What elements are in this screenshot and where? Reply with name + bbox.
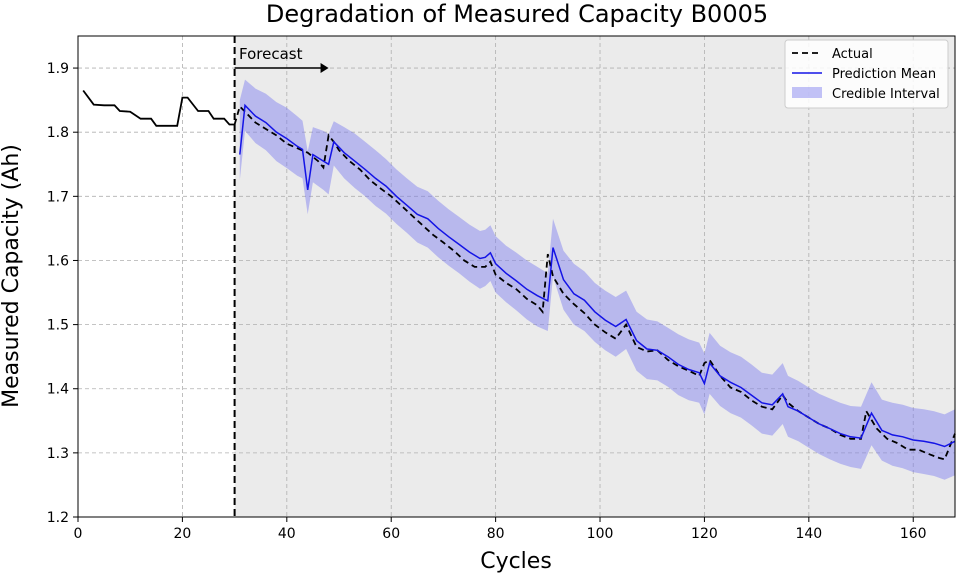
forecast-arrow <box>234 63 329 73</box>
forecast-arrow-head <box>320 63 329 73</box>
legend-actual-label: Actual <box>832 47 873 62</box>
x-tick-label: 100 <box>587 526 614 542</box>
y-tick-label: 1.9 <box>47 61 69 77</box>
prediction-mean-series <box>239 103 956 448</box>
legend-interval-swatch <box>792 87 822 98</box>
forecast-region <box>234 36 955 517</box>
x-tick-label: 140 <box>795 526 822 542</box>
axis-ticks: 0 20 40 60 80 100 120 140 160 1.2 1.3 1.4 1.5 1.6 1.7 1… <box>47 61 927 542</box>
x-axis-label: Cycles <box>480 549 552 574</box>
y-tick-label: 1.7 <box>47 189 69 205</box>
forecast-annotation: Forecast <box>239 45 303 63</box>
x-tick-label: 160 <box>900 526 927 542</box>
y-tick-label: 1.6 <box>47 253 69 269</box>
x-tick-label: 80 <box>487 526 505 542</box>
x-tick-label: 40 <box>278 526 296 542</box>
legend: Actual Prediction Mean Credible Interval <box>784 39 949 109</box>
legend-box <box>784 39 949 109</box>
legend-interval-label: Credible Interval <box>832 87 940 102</box>
x-tick-label: 0 <box>74 526 83 542</box>
x-tick-label: 20 <box>173 526 191 542</box>
x-tick-label: 60 <box>382 526 400 542</box>
y-tick-label: 1.5 <box>47 318 69 334</box>
y-tick-label: 1.4 <box>47 382 69 398</box>
chart-title: Degradation of Measured Capacity B0005 <box>266 0 768 28</box>
credible-interval-band <box>239 79 956 480</box>
actual-series-history <box>82 89 235 127</box>
legend-prediction-label: Prediction Mean <box>832 67 936 82</box>
y-tick-label: 1.8 <box>47 125 69 141</box>
plot-frame <box>77 35 956 518</box>
y-tick-label: 1.2 <box>47 510 69 526</box>
x-tick-label: 120 <box>691 526 718 542</box>
y-axis-label: Measured Capacity (Ah) <box>0 144 24 408</box>
y-tick-label: 1.3 <box>47 446 69 462</box>
